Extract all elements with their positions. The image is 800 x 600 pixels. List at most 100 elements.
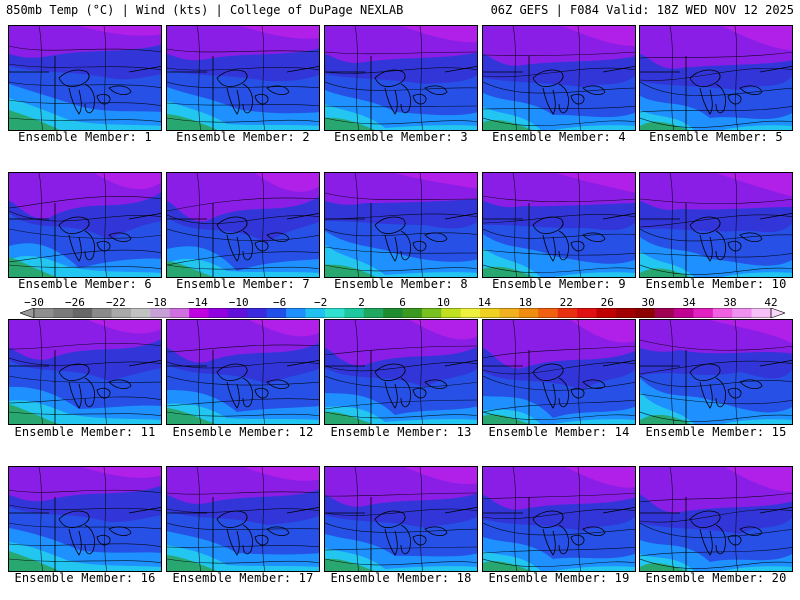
scale-tick-label: 26 (600, 296, 614, 309)
ensemble-map-panel-1 (8, 25, 162, 131)
scale-swatch (169, 308, 190, 318)
ensemble-member-label: Ensemble Member: 5 (649, 130, 783, 144)
ensemble-map-panel-14 (482, 319, 636, 425)
scale-tick-label: −22 (105, 296, 126, 309)
run-info: 06Z GEFS | F084 Valid: 18Z WED NOV 12 20… (490, 3, 794, 17)
scale-swatch (92, 308, 112, 318)
ensemble-map-panel-13 (324, 319, 478, 425)
scale-swatch (247, 308, 268, 318)
ensemble-map-panel-3 (324, 25, 478, 131)
ensemble-member-label: Ensemble Member: 15 (645, 425, 787, 439)
scale-tick-label: −14 (187, 296, 208, 309)
ensemble-map-panel-5 (639, 25, 793, 131)
ensemble-map-panel-10 (639, 172, 793, 278)
scale-swatch (286, 308, 306, 318)
ensemble-member-label: Ensemble Member: 4 (492, 130, 626, 144)
scale-swatch (34, 308, 54, 318)
ensemble-map-panel-4 (482, 25, 636, 131)
scale-swatch (557, 308, 578, 318)
scale-tick-label: 30 (641, 296, 655, 309)
scale-swatch (227, 308, 248, 318)
scale-tick-label: 10 (436, 296, 451, 309)
scale-swatch (480, 308, 500, 318)
scale-tick-label: 22 (559, 296, 573, 309)
chart-title: 850mb Temp (°C) | Wind (kts) | College o… (6, 3, 404, 17)
ensemble-member-label: Ensemble Member: 16 (14, 571, 156, 585)
ensemble-member-label: Ensemble Member: 11 (14, 425, 156, 439)
scale-swatch (189, 308, 209, 318)
scale-swatch (72, 308, 93, 318)
scale-swatch (53, 308, 74, 318)
scale-tick-label: 6 (399, 296, 406, 309)
scale-swatch (208, 308, 229, 318)
scale-tick-label: 18 (518, 296, 532, 309)
scale-swatch (538, 308, 558, 318)
ensemble-member-label: Ensemble Member: 13 (330, 425, 472, 439)
ensemble-member-label: Ensemble Member: 10 (645, 277, 787, 291)
ensemble-member-label: Ensemble Member: 3 (334, 130, 468, 144)
scale-swatch (421, 308, 442, 318)
ensemble-member-label: Ensemble Member: 17 (172, 571, 314, 585)
scale-swatch (130, 308, 151, 318)
scale-swatch (751, 308, 772, 318)
scale-swatch (402, 308, 423, 318)
ensemble-map-panel-11 (8, 319, 162, 425)
ensemble-map-panel-19 (482, 466, 636, 572)
ensemble-member-label: Ensemble Member: 20 (645, 571, 787, 585)
scale-swatch (674, 308, 694, 318)
scale-swatch (441, 308, 461, 318)
scale-swatch (654, 308, 675, 318)
ensemble-member-label: Ensemble Member: 12 (172, 425, 314, 439)
ensemble-map-panel-17 (166, 466, 320, 572)
scale-arrow-left (20, 308, 35, 318)
ensemble-member-label: Ensemble Member: 7 (176, 277, 310, 291)
scale-swatch (111, 308, 132, 318)
ensemble-map-panel-2 (166, 25, 320, 131)
scale-swatch (324, 308, 345, 318)
ensemble-member-label: Ensemble Member: 9 (492, 277, 626, 291)
scale-swatch (383, 308, 403, 318)
scale-swatch (499, 308, 520, 318)
scale-swatch (460, 308, 481, 318)
scale-tick-label: 42 (764, 296, 778, 309)
ensemble-map-panel-6 (8, 172, 162, 278)
ensemble-member-label: Ensemble Member: 1 (18, 130, 152, 144)
ensemble-map-panel-20 (639, 466, 793, 572)
ensemble-member-label: Ensemble Member: 8 (334, 277, 468, 291)
scale-tick-label: 34 (682, 296, 696, 309)
color-scale-bar (20, 308, 785, 318)
scale-swatch (693, 308, 714, 318)
scale-swatch (150, 308, 171, 318)
scale-tick-label: −10 (228, 296, 249, 309)
scale-swatch (596, 308, 617, 318)
scale-swatch (635, 308, 655, 318)
ensemble-map-panel-8 (324, 172, 478, 278)
scale-swatch (732, 308, 752, 318)
scale-tick-label: −30 (24, 296, 44, 309)
scale-tick-label: −6 (273, 296, 287, 309)
scale-tick-label: 2 (358, 296, 365, 309)
scale-arrow-right (770, 308, 785, 318)
temperature-color-scale: −30 −26 −22 −18 −14 −10 −6 −2 2 6 10 14 18 22 26 30 34 38… (20, 296, 785, 320)
ensemble-member-label: Ensemble Member: 18 (330, 571, 472, 585)
scale-swatch (344, 308, 365, 318)
ensemble-member-label: Ensemble Member: 2 (176, 130, 310, 144)
ensemble-member-label: Ensemble Member: 14 (488, 425, 630, 439)
scale-swatch (305, 308, 326, 318)
scale-swatch (712, 308, 733, 318)
scale-swatch (363, 308, 384, 318)
ensemble-map-panel-18 (324, 466, 478, 572)
ensemble-member-label: Ensemble Member: 6 (18, 277, 152, 291)
scale-swatch (518, 308, 539, 318)
scale-tick-label: −26 (65, 296, 85, 309)
ensemble-map-panel-7 (166, 172, 320, 278)
ensemble-map-panel-9 (482, 172, 636, 278)
scale-swatch (266, 308, 287, 318)
ensemble-member-label: Ensemble Member: 19 (488, 571, 630, 585)
color-scale-labels: −30 −26 −22 −18 −14 −10 −6 −2 2 6 10 14 18 22 26 30 34 38… (20, 296, 785, 309)
scale-tick-label: −18 (146, 296, 167, 309)
ensemble-map-panel-12 (166, 319, 320, 425)
ensemble-map-panel-16 (8, 466, 162, 572)
scale-tick-label: 38 (723, 296, 737, 309)
scale-swatch (577, 308, 597, 318)
